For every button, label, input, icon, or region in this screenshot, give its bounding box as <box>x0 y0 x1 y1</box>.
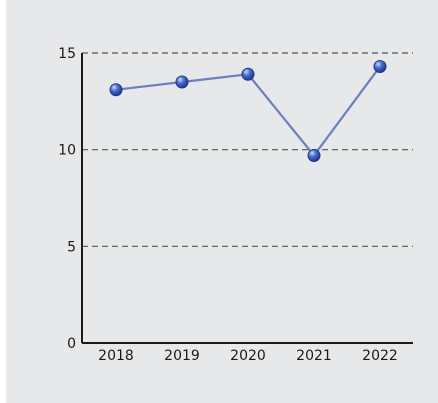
data-point <box>373 60 387 74</box>
chart-background <box>6 0 438 403</box>
series <box>109 60 387 162</box>
x-tick-label: 2022 <box>362 348 398 364</box>
data-point <box>307 148 321 162</box>
data-point <box>109 83 123 97</box>
x-tick-label: 2019 <box>164 348 200 364</box>
x-tick-label: 2020 <box>230 348 266 364</box>
x-tick-label: 2018 <box>98 348 134 364</box>
axes <box>81 53 413 344</box>
x-tick-labels: 2018 2019 2020 2021 2022 <box>98 348 398 364</box>
gridlines <box>82 52 413 247</box>
data-point <box>175 75 189 89</box>
data-point <box>241 67 255 81</box>
x-tick-label: 2021 <box>296 348 332 364</box>
y-tick-label: 15 <box>58 46 76 62</box>
y-tick-label: 0 <box>67 336 76 352</box>
y-tick-label: 5 <box>67 239 76 255</box>
y-tick-label: 10 <box>58 143 76 159</box>
y-tick-labels: 0 5 10 15 <box>58 46 76 352</box>
